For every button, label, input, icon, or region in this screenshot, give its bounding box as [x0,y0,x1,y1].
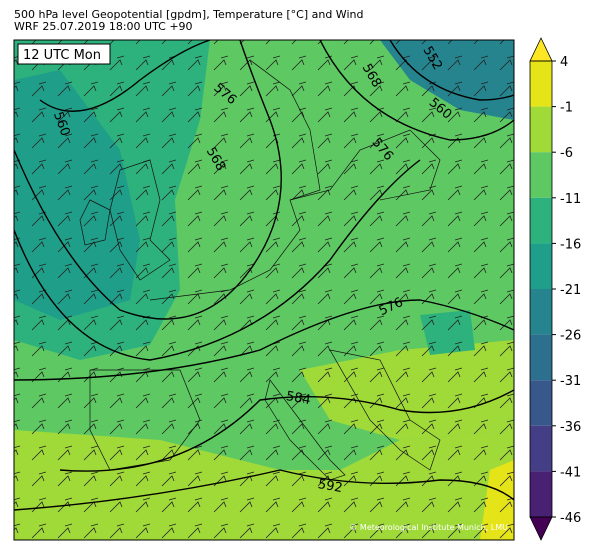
colorbar-segment [530,152,552,198]
contour-label: 584 [285,389,312,408]
colorbar-segment [530,197,552,244]
colorbar-segment [530,289,552,335]
coastlines [79,59,441,481]
subtitle: WRF 25.07.2019 18:00 UTC +90 [14,20,193,33]
colorbar-tick-label: -6 [560,146,573,161]
colorbar-tick-label: -41 [560,465,581,480]
wind-barbs [14,40,514,540]
colorbar-segment [530,334,552,381]
colorbar-tick-label: 4 [560,55,568,70]
colorbar-tick-label: -31 [560,374,581,389]
colorbar-tick-label: -36 [560,420,581,435]
colorbar-segment [530,471,552,517]
colorbar-extend-top [529,37,553,62]
time-label: 12 UTC Mon [23,48,101,63]
colorbar-tick-label: -21 [560,283,581,298]
colorbar-segment [530,61,552,107]
colorbar-segment [530,106,552,153]
contours [14,40,514,511]
colorbar-tick-label: -26 [560,329,581,344]
colorbar-tick-label: -16 [560,237,581,252]
time-box [17,43,111,65]
colorbar-tick-label: -11 [560,192,581,207]
contour-label: 592 [317,477,344,496]
colorbar-segment [530,243,552,289]
map [14,40,514,540]
map-frame [13,39,515,541]
copyright: © Meteorological Institute Munich, LMU [349,523,508,532]
colorbar-tick-label: -46 [560,511,581,526]
colorbar-segment [530,425,552,472]
colorbar: 4 -1 -6 -11 -16 -21 -26 -31 -36 -41 -46 [529,37,581,541]
colorbar-extend-bottom [529,516,553,541]
colorbar-segment [530,380,552,426]
title: 500 hPa level Geopotential [gpdm], Tempe… [14,8,363,21]
colorbar-tick-label: -1 [560,101,573,116]
